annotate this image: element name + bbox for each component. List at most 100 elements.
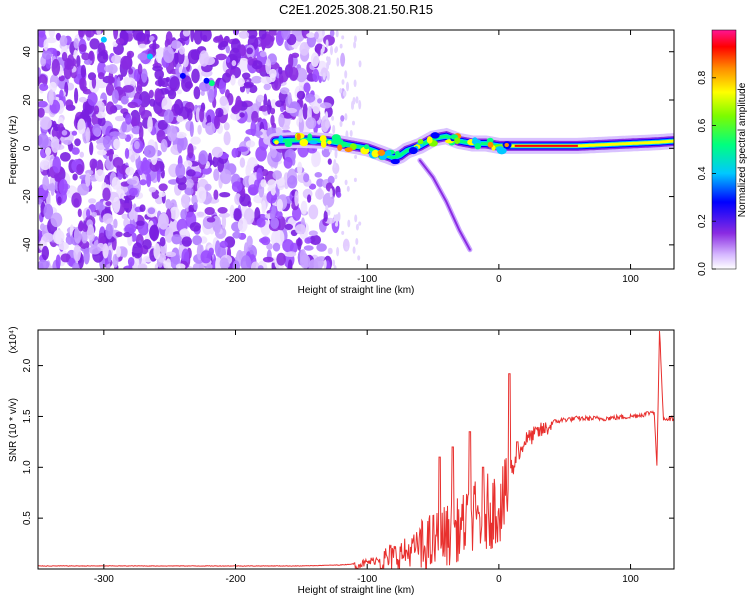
spectrogram-y-tick-label: 40 bbox=[22, 46, 33, 58]
spectrogram-x-label: Height of straight line (km) bbox=[298, 285, 415, 296]
heatmap-cell bbox=[278, 66, 283, 75]
heatmap-cell bbox=[59, 35, 68, 47]
heatmap-cell bbox=[325, 39, 329, 48]
heatmap-cell bbox=[111, 54, 122, 64]
heatmap-cell bbox=[320, 102, 332, 109]
heatmap-cell bbox=[303, 82, 311, 93]
heatmap-cell bbox=[130, 154, 136, 163]
heatmap-cell bbox=[63, 139, 72, 145]
heatmap-cell bbox=[160, 139, 168, 153]
heatmap-cell bbox=[295, 224, 306, 235]
heatmap-cell bbox=[72, 173, 78, 181]
heatmap-cell bbox=[232, 231, 242, 239]
heatmap-cell bbox=[200, 90, 205, 96]
heatmap-cell bbox=[214, 240, 221, 257]
heatmap-cell bbox=[193, 202, 198, 211]
heatmap-cell bbox=[357, 255, 361, 261]
heatmap-ridge-blob bbox=[417, 139, 424, 145]
heatmap-cell bbox=[303, 245, 314, 251]
heatmap-cell bbox=[344, 179, 348, 186]
heatmap-cell bbox=[111, 89, 119, 104]
heatmap-cell bbox=[353, 41, 357, 49]
heatmap-ridge-blob bbox=[319, 135, 327, 142]
heatmap-cell bbox=[281, 125, 290, 131]
heatmap-ridge-blob bbox=[344, 147, 353, 153]
heatmap-cell bbox=[334, 174, 338, 180]
heatmap-cell bbox=[345, 246, 349, 251]
heatmap-cell bbox=[243, 81, 254, 88]
heatmap-cell bbox=[121, 213, 129, 220]
heatmap-cell bbox=[45, 147, 52, 156]
heatmap-cell bbox=[225, 89, 230, 100]
colorbar: 0.0 0.2 0.4 0.6 0.8 Normalized spectral ampl… bbox=[697, 29, 748, 276]
heatmap-cell bbox=[97, 116, 106, 127]
heatmap-ridge-blob bbox=[390, 158, 400, 165]
heatmap-cell bbox=[246, 235, 253, 248]
heatmap-cell bbox=[77, 222, 84, 232]
heatmap-cell bbox=[96, 30, 102, 36]
heatmap-cell bbox=[276, 198, 283, 212]
heatmap-cell bbox=[297, 237, 302, 251]
heatmap-cell bbox=[88, 198, 97, 204]
heatmap-cell bbox=[276, 252, 286, 266]
spectrogram-y-tick-label: 20 bbox=[22, 94, 33, 106]
heatmap-ridge-blob bbox=[308, 140, 319, 145]
heatmap-ridge-blob bbox=[394, 150, 400, 157]
heatmap-cell bbox=[281, 30, 291, 40]
heatmap-cell bbox=[250, 261, 260, 269]
heatmap-cell bbox=[333, 214, 337, 222]
heatmap-cell bbox=[329, 188, 333, 198]
heatmap-cell bbox=[38, 107, 45, 118]
heatmap-ridge-blob bbox=[327, 140, 332, 145]
heatmap-ridge-blob bbox=[320, 140, 327, 148]
heatmap-cell bbox=[240, 255, 252, 269]
heatmap-cell bbox=[354, 154, 358, 159]
heatmap-ridge-blob bbox=[495, 146, 505, 151]
heatmap-cell bbox=[323, 259, 327, 269]
heatmap-cell bbox=[323, 210, 328, 223]
heatmap-cell bbox=[97, 51, 109, 64]
heatmap-cell bbox=[152, 39, 157, 54]
heatmap-cell bbox=[107, 249, 112, 263]
heatmap-cell bbox=[51, 136, 60, 154]
heatmap-cell bbox=[344, 113, 348, 121]
heatmap-cell bbox=[312, 68, 320, 83]
heatmap-cell bbox=[246, 47, 254, 55]
heatmap-cell bbox=[347, 219, 351, 228]
heatmap-ridge-blob bbox=[486, 137, 494, 144]
heatmap-cell bbox=[217, 207, 228, 214]
heatmap-ridge-blob bbox=[384, 150, 392, 157]
heatmap-ridge-blob bbox=[371, 149, 380, 158]
heatmap-cell bbox=[330, 45, 333, 56]
heatmap-cell bbox=[309, 234, 321, 246]
heatmap-cell bbox=[113, 30, 119, 40]
heatmap-cell bbox=[164, 226, 174, 243]
heatmap-cell bbox=[321, 115, 330, 133]
heatmap-cell bbox=[336, 57, 340, 67]
heatmap-cell bbox=[265, 58, 272, 75]
heatmap-cell bbox=[105, 223, 113, 240]
heatmap-cell bbox=[337, 211, 341, 222]
heatmap-cell bbox=[190, 136, 201, 145]
heatmap-cell bbox=[302, 103, 308, 120]
heatmap-cell bbox=[239, 112, 245, 118]
heatmap-cell bbox=[193, 30, 203, 45]
heatmap-cell bbox=[288, 53, 294, 69]
heatmap-cell bbox=[113, 138, 121, 150]
heatmap-cell bbox=[139, 179, 147, 186]
heatmap-cell bbox=[122, 203, 133, 209]
colorbar-tick-label: 0.0 bbox=[697, 262, 708, 276]
heatmap-cell bbox=[355, 96, 359, 104]
heatmap-cell bbox=[163, 260, 168, 269]
heatmap-cell bbox=[81, 230, 88, 244]
heatmap-cell bbox=[87, 92, 98, 106]
snr-y-tick-label: 2.0 bbox=[22, 358, 33, 372]
snr-x-tick-label: 0 bbox=[496, 574, 502, 585]
snr-x-tick-label: -300 bbox=[94, 574, 114, 585]
heatmap-cell bbox=[143, 145, 156, 158]
heatmap-ridge-blob bbox=[278, 135, 284, 143]
heatmap-cell bbox=[231, 147, 239, 158]
heatmap-cell bbox=[340, 52, 346, 67]
colorbar-tick-label: 0.4 bbox=[697, 166, 708, 180]
heatmap-cell bbox=[208, 80, 215, 87]
